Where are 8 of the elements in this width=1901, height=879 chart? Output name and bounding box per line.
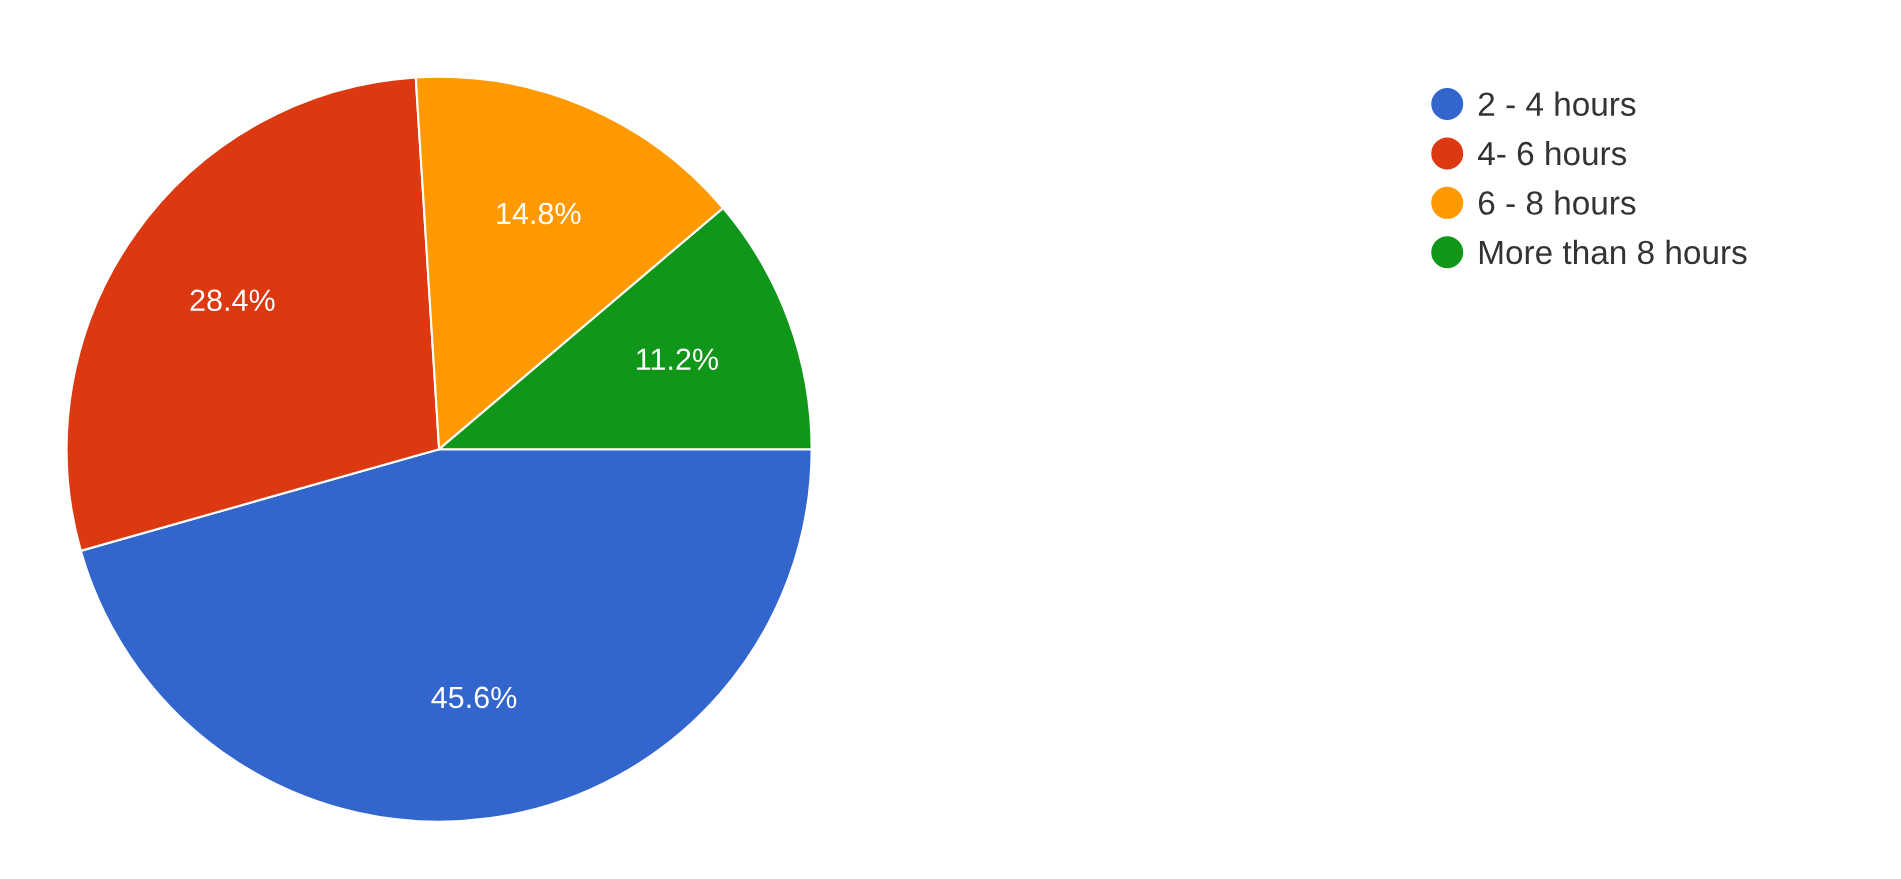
data-label: 28.4% [190,289,275,312]
legend-label: 2 - 4 hours [1478,91,1636,117]
data-label: 14.8% [497,202,581,225]
legend-label: More than 8 hours [1479,239,1747,265]
data-label: 45.6% [431,686,517,709]
legend-label: 6 - 8 hours [1478,190,1636,215]
legend-label: 4- 6 hours [1478,140,1627,166]
data-label: 11.2% [637,348,719,370]
